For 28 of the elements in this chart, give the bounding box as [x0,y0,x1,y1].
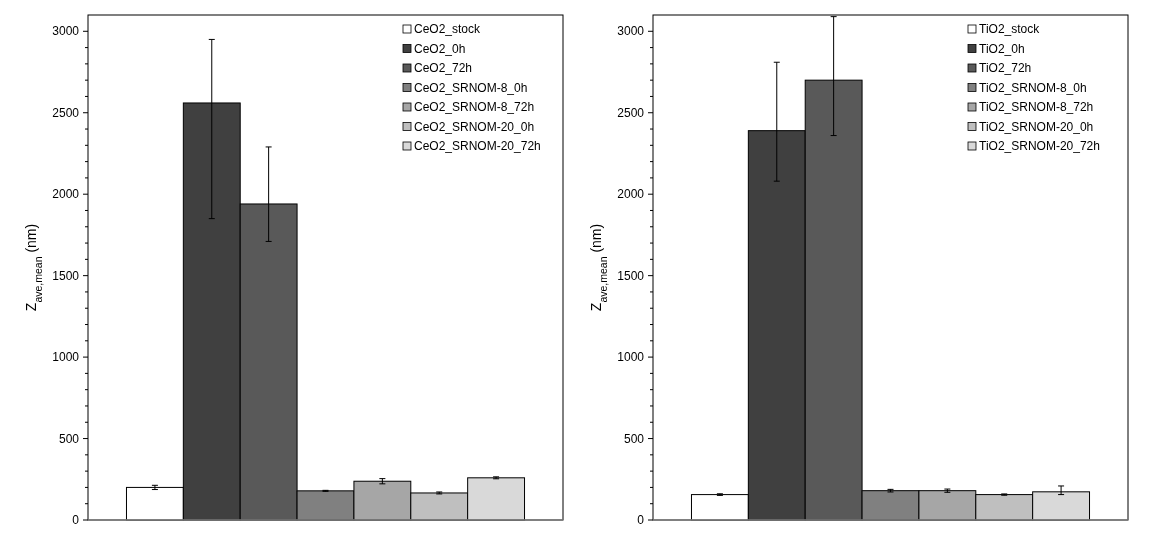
legend-label: TiO2_72h [979,61,1032,75]
y-tick-label: 2000 [617,187,645,202]
legend-label: TiO2_SRNOM-20_72h [979,139,1100,153]
y-tick-label: 2000 [52,187,80,202]
legend-label: CeO2_SRNOM-20_0h [414,119,535,134]
y-tick-label: 1500 [52,268,80,283]
legend-label: CeO2_0h [414,41,466,56]
y-tick-label: 3000 [617,24,645,39]
y-tick-label: 3000 [52,24,80,39]
y-tick-label: 2500 [52,105,80,120]
legend-label: TiO2_SRNOM-8_72h [979,100,1094,114]
legend-label: CeO2_SRNOM-20_72h [414,139,541,153]
y-tick-label: 500 [58,431,80,446]
legend-label: TiO2_SRNOM-8_0h [979,80,1087,95]
y-tick-label: 500 [623,431,645,446]
legend-label: TiO2_0h [979,41,1025,56]
legend-label: CeO2_72h [414,61,473,75]
legend-label: CeO2_stock [414,22,482,36]
y-tick-label: 2500 [617,105,645,120]
y-tick-label: 0 [72,513,80,528]
y-tick-label: 1000 [617,350,645,365]
y-tick-label: 1500 [617,268,645,283]
legend-label: TiO2_stock [979,22,1041,36]
legend-label: CeO2_SRNOM-8_72h [414,100,535,114]
y-tick-label: 1000 [52,350,80,365]
legend-label: TiO2_SRNOM-20_0h [979,119,1094,134]
legend-label: CeO2_SRNOM-8_0h [414,80,528,95]
y-tick-label: 0 [637,513,645,528]
